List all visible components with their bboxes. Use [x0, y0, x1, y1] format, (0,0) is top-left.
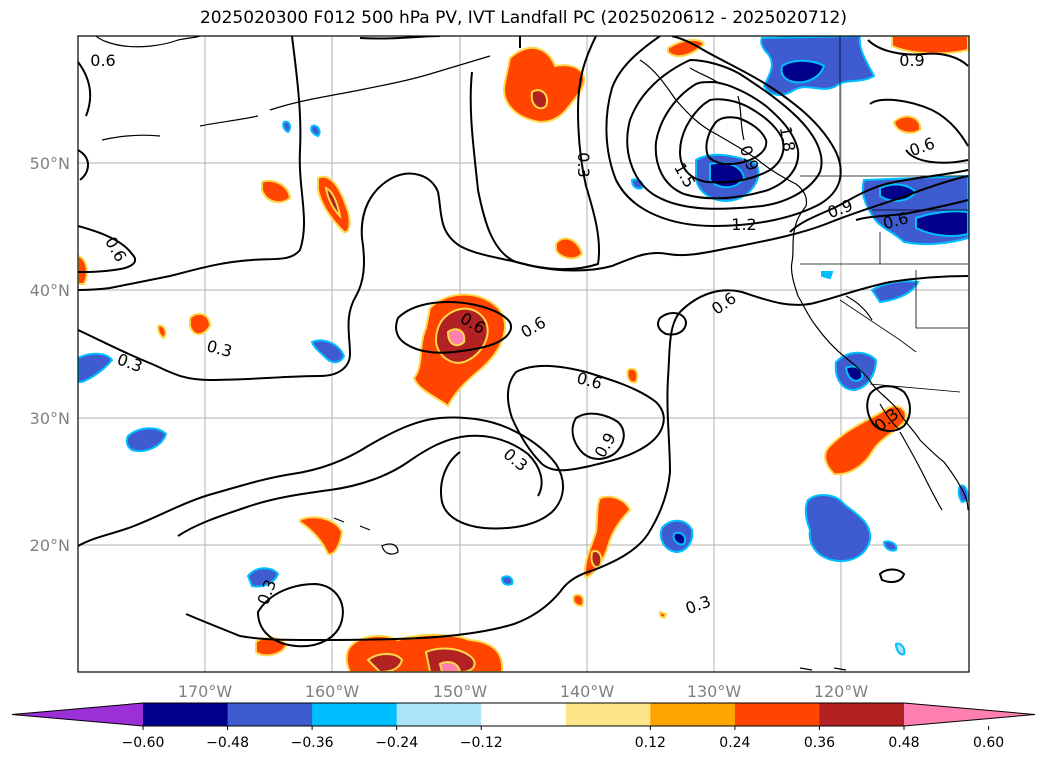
lon-label: 130°W: [687, 682, 742, 701]
lat-labels: 50°N 40°N 30°N 20°N: [30, 154, 70, 555]
coastlines: [95, 36, 969, 671]
colorbar-tick-label: −0.60: [122, 735, 165, 751]
colorbar-tick-label: 0.60: [973, 735, 1004, 751]
colorbar-segment: [312, 703, 398, 726]
contour-label: 0.9: [899, 51, 924, 70]
colorbar-tick-label: 0.24: [719, 735, 750, 751]
lon-label: 160°W: [305, 682, 360, 701]
contour-label: 0.3: [574, 152, 593, 177]
lat-label: 20°N: [30, 536, 70, 555]
ivt-negative-patches: [78, 36, 969, 656]
lat-label: 30°N: [30, 409, 70, 428]
lon-label: 170°W: [178, 682, 233, 701]
map-title: 2025020300 F012 500 hPa PV, IVT Landfall…: [199, 8, 847, 28]
colorbar: −0.60 −0.48 −0.36 −0.24 −0.12 0.12 0.24 0.36 0.4…: [11, 702, 1036, 751]
lat-label: 40°N: [30, 281, 70, 300]
colorbar-segment: [143, 703, 229, 726]
colorbar-segment: [650, 703, 736, 726]
colorbar-segment: [227, 703, 313, 726]
ivt-positive-patches: [78, 36, 969, 672]
contour-label: 0.6: [90, 51, 115, 70]
colorbar-tick-label: 0.36: [804, 735, 835, 751]
contour-label: 1.2: [731, 215, 756, 234]
colorbar-segment: [565, 703, 651, 726]
colorbar-segment: [481, 703, 567, 726]
colorbar-tick-label: −0.24: [375, 735, 418, 751]
colorbar-segment: [734, 703, 820, 726]
lon-label: 150°W: [433, 682, 488, 701]
pv-contours: [78, 36, 969, 648]
colorbar-segments: [11, 702, 1036, 727]
colorbar-tick-label: −0.36: [291, 735, 334, 751]
colorbar-ticks: −0.60 −0.48 −0.36 −0.24 −0.12 0.12 0.24 0.36 0.4…: [122, 726, 1004, 751]
colorbar-segment: [396, 703, 482, 726]
colorbar-extend-low: [12, 703, 143, 726]
lon-label: 120°W: [814, 682, 869, 701]
colorbar-tick-label: −0.12: [460, 735, 503, 751]
contour-label: 1.8: [776, 125, 799, 153]
lon-label: 140°W: [560, 682, 615, 701]
colorbar-segment: [819, 703, 905, 726]
colorbar-tick-label: 0.48: [888, 735, 919, 751]
colorbar-extend-high: [904, 703, 1035, 726]
map-layers: 0.6 0.3 1.5 1.8 0.9 1.2 0.9 0.6 0.6 0.3 …: [78, 36, 969, 672]
colorbar-tick-label: −0.48: [206, 735, 249, 751]
map-background: [78, 36, 969, 672]
lon-labels: 170°W 160°W 150°W 140°W 130°W 120°W: [178, 682, 869, 701]
colorbar-tick-label: 0.12: [635, 735, 666, 751]
lat-label: 50°N: [30, 154, 70, 173]
map-frame: [77, 35, 970, 673]
